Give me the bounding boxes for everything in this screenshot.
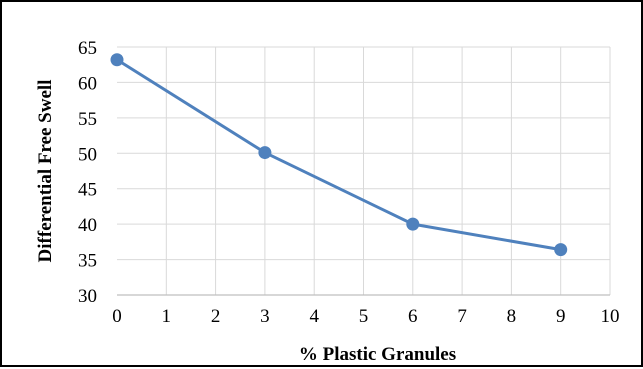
data-point <box>258 146 272 160</box>
series-layer <box>110 53 568 257</box>
x-tick-label: 5 <box>359 306 369 327</box>
x-tick-label: 6 <box>408 306 418 327</box>
y-tick-label: 35 <box>78 251 97 272</box>
grid-lines <box>117 46 611 295</box>
y-tick-label: 50 <box>78 144 97 165</box>
y-tick-label: 45 <box>78 180 97 201</box>
x-tick-label: 10 <box>601 306 620 327</box>
data-point <box>406 217 420 231</box>
x-tick-label: 3 <box>260 306 270 327</box>
x-tick-label: 2 <box>211 306 221 327</box>
y-tick-label: 60 <box>78 73 97 94</box>
x-tick-label: 1 <box>162 306 172 327</box>
y-tick-label: 55 <box>78 109 97 130</box>
y-tick-label: 65 <box>78 38 97 59</box>
x-tick-label: 4 <box>309 306 319 327</box>
y-tick-label: 40 <box>78 215 97 236</box>
x-tick-label: 8 <box>507 306 517 327</box>
x-tick-labels: 0 1 2 3 4 5 6 7 8 9 10 <box>112 306 619 327</box>
data-point <box>554 243 568 257</box>
y-tick-label: 30 <box>78 286 97 307</box>
y-axis-title: Differential Free Swell <box>35 80 56 263</box>
x-tick-label: 0 <box>112 306 122 327</box>
x-tick-label: 7 <box>457 306 467 327</box>
x-axis-title: % Plastic Granules <box>299 344 456 365</box>
x-tick-label: 9 <box>556 306 566 327</box>
data-point <box>110 53 124 67</box>
y-tick-labels: 30 35 40 45 50 55 60 65 <box>78 38 97 307</box>
series-line <box>116 58 561 252</box>
